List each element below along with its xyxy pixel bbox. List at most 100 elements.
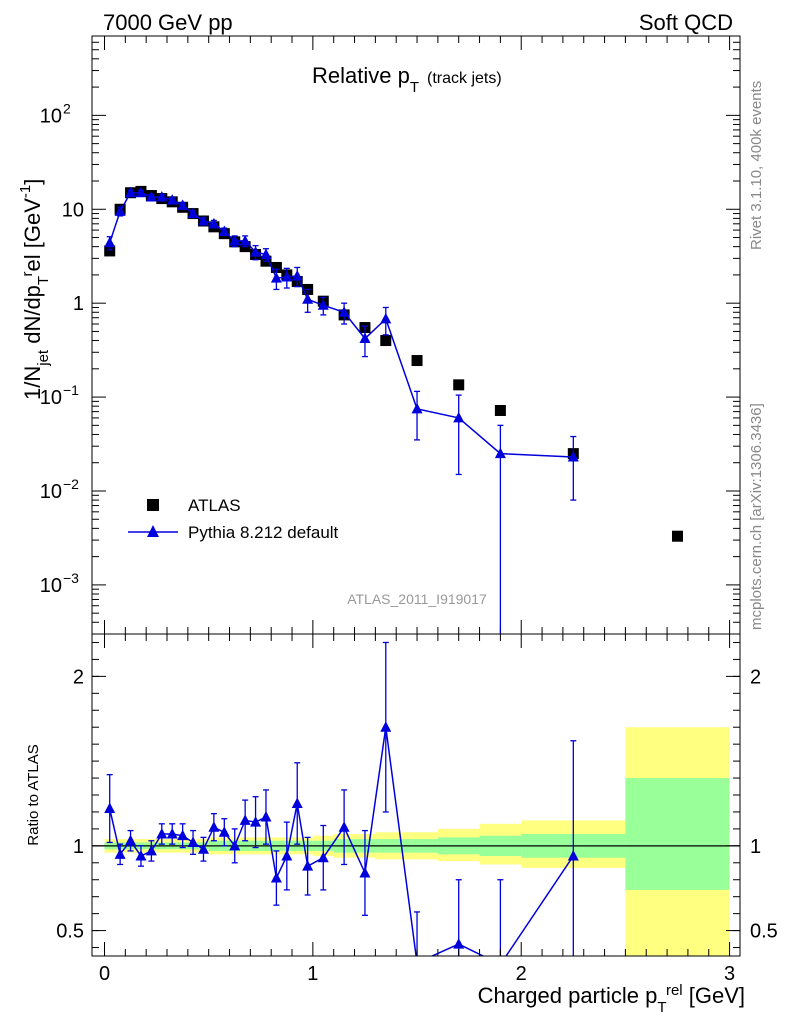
analysis-id: ATLAS_2011_I919017 xyxy=(347,591,487,607)
pythia-point xyxy=(104,236,116,248)
pythia-point xyxy=(156,191,168,202)
main-y-tick-exponent: −1 xyxy=(63,382,79,398)
ratio-point xyxy=(291,797,303,808)
ratio-point xyxy=(197,843,209,854)
main-y-axis-label: 1/Njet dN/dpTrel [GeV-1] xyxy=(17,179,52,400)
ratio-x-axis-label: Charged particle pTrel [GeV] xyxy=(478,982,745,1016)
pythia-point xyxy=(317,299,329,310)
mcplots-label: mcplots.cern.ch [arXiv:1306.3436] xyxy=(748,403,765,630)
ratio-point xyxy=(187,836,199,847)
ratio-point xyxy=(495,958,506,969)
ratio-point xyxy=(166,827,178,839)
pythia-point xyxy=(197,215,209,226)
ratio-point xyxy=(125,834,137,846)
pythia-point xyxy=(145,191,157,202)
ratio-point xyxy=(218,826,230,837)
pythia-point xyxy=(260,248,272,259)
ratio-y-tick-label-right: 0.5 xyxy=(750,921,778,943)
ratio-y-tick-label: 2 xyxy=(73,666,84,688)
main-y-tick-exponent: −2 xyxy=(63,476,79,492)
ratio-y-tick-label: 1 xyxy=(73,836,84,858)
rivet-label: Rivet 3.1.10, 400k events xyxy=(748,81,765,250)
ratio-point xyxy=(156,827,168,839)
ratio-point xyxy=(270,872,282,883)
atlas-point xyxy=(411,355,423,367)
main-y-tick-label: 10 xyxy=(40,481,62,503)
pythia-point xyxy=(177,199,189,210)
ratio-point xyxy=(453,938,465,949)
ratio-y-tick-label-right: 2 xyxy=(750,666,761,688)
ratio-series xyxy=(104,641,579,969)
ratio-x-tick-label: 1 xyxy=(307,963,318,985)
ratio-point xyxy=(567,850,579,861)
ratio-panel: 0 1 2 3 0.5 0.5 1 1 2 2 xyxy=(56,633,778,985)
ratio-point xyxy=(208,821,220,832)
legend-pythia-marker xyxy=(147,525,159,537)
ratio-point xyxy=(145,844,157,856)
pythia-point xyxy=(359,332,371,344)
pythia-point xyxy=(338,306,350,317)
pythia-point xyxy=(114,205,126,216)
ratio-point xyxy=(177,829,189,841)
pythia-point xyxy=(125,186,137,198)
pythia-point xyxy=(270,272,282,283)
ratio-point xyxy=(239,814,251,825)
ratio-point xyxy=(302,860,314,871)
main-y-tick-label: 10 xyxy=(40,387,62,409)
ratio-point xyxy=(359,866,371,878)
pythia-point xyxy=(187,207,199,219)
pythia-point xyxy=(281,270,293,282)
atlas-point xyxy=(494,404,506,416)
ratio-point xyxy=(338,821,350,832)
legend-atlas-marker xyxy=(147,499,159,511)
pythia-point xyxy=(208,217,220,229)
pythia-point xyxy=(239,234,251,246)
ratio-point xyxy=(114,848,126,859)
atlas-point xyxy=(380,335,392,347)
header-energy: 7000 GeV pp xyxy=(103,10,233,35)
ratio-point xyxy=(250,816,262,827)
pythia-point xyxy=(291,269,303,281)
ratio-x-tick-label: 2 xyxy=(516,963,527,985)
atlas-point xyxy=(671,530,683,542)
ratio-point xyxy=(380,721,392,732)
band-green xyxy=(625,778,730,890)
legend: ATLAS Pythia 8.212 default xyxy=(128,496,339,542)
pythia-point xyxy=(453,411,465,423)
main-title: Relative pT(track jets) xyxy=(312,63,502,96)
pythia-point xyxy=(166,194,178,205)
ratio-point xyxy=(281,850,293,861)
ratio-point xyxy=(412,957,423,968)
pythia-point xyxy=(250,246,262,257)
ratio-point xyxy=(229,839,241,851)
ratio-point xyxy=(317,851,329,863)
ratio-x-tick-label: 3 xyxy=(724,963,735,985)
ratio-point xyxy=(104,802,116,814)
ratio-x-tick-label: 0 xyxy=(99,963,110,985)
main-y-tick-exponent: −3 xyxy=(63,570,79,586)
atlas-point xyxy=(104,245,116,257)
main-y-tick-label: 10 xyxy=(40,575,62,597)
main-frame xyxy=(91,35,741,635)
atlas-point xyxy=(453,379,465,391)
ratio-y-tick-label-right: 1 xyxy=(750,836,761,858)
main-y-tick-label: 10 xyxy=(40,105,62,127)
pythia-point xyxy=(411,402,423,414)
pythia-point xyxy=(229,234,241,246)
pythia-point xyxy=(218,225,230,236)
main-y-tick-label: 1 xyxy=(73,293,84,315)
pythia-line xyxy=(108,191,574,458)
atlas-point xyxy=(270,261,282,273)
pythia-point xyxy=(302,293,314,304)
ratio-y-tick-label: 0.5 xyxy=(56,921,84,943)
pythia-point xyxy=(494,447,506,459)
legend-pythia-label: Pythia 8.212 default xyxy=(188,523,339,542)
ratio-point xyxy=(135,850,147,861)
pythia-point xyxy=(567,451,579,462)
header-process: Soft QCD xyxy=(639,10,733,35)
main-y-tick-label: 10 xyxy=(62,199,84,221)
legend-atlas-label: ATLAS xyxy=(188,496,241,515)
ratio-line xyxy=(108,727,574,956)
